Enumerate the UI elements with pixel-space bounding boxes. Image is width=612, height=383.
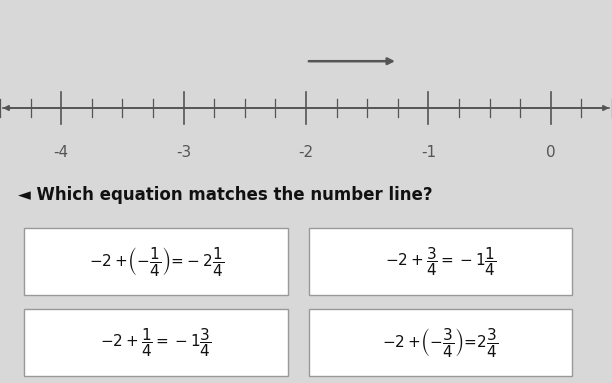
FancyBboxPatch shape — [309, 309, 572, 376]
Text: -4: -4 — [54, 146, 69, 160]
Text: $-2+\!\left(-\dfrac{1}{4}\right)\!=\!-2\dfrac{1}{4}$: $-2+\!\left(-\dfrac{1}{4}\right)\!=\!-2\… — [89, 245, 223, 278]
Text: ◄ Which equation matches the number line?: ◄ Which equation matches the number line… — [18, 186, 433, 204]
Text: $-2+\!\left(-\dfrac{3}{4}\right)\!=\!2\dfrac{3}{4}$: $-2+\!\left(-\dfrac{3}{4}\right)\!=\!2\d… — [382, 326, 499, 359]
Text: -2: -2 — [299, 146, 313, 160]
Text: $-2+\dfrac{3}{4}=-1\dfrac{1}{4}$: $-2+\dfrac{3}{4}=-1\dfrac{1}{4}$ — [385, 245, 496, 278]
Text: -3: -3 — [176, 146, 191, 160]
Text: $-2+\dfrac{1}{4}=-1\dfrac{3}{4}$: $-2+\dfrac{1}{4}=-1\dfrac{3}{4}$ — [100, 326, 212, 359]
FancyBboxPatch shape — [24, 309, 288, 376]
FancyBboxPatch shape — [24, 228, 288, 295]
FancyBboxPatch shape — [309, 228, 572, 295]
Text: 0: 0 — [546, 146, 556, 160]
Text: -1: -1 — [421, 146, 436, 160]
